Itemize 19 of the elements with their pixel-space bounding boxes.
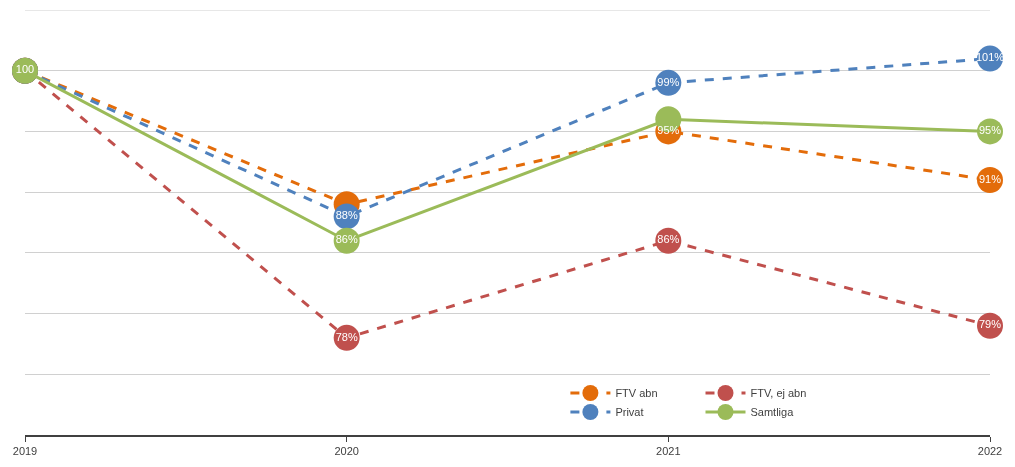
legend-label: FTV, ej abn	[750, 387, 807, 400]
data-label: 78%	[335, 330, 358, 343]
data-label: 95%	[657, 124, 680, 137]
x-tick-label: 2021	[656, 444, 681, 457]
data-label: 100	[15, 63, 35, 76]
data-label: 99%	[657, 75, 680, 88]
data-label: 101%	[975, 51, 1005, 64]
data-label: 91%	[978, 172, 1002, 185]
data-label: 86%	[657, 233, 680, 246]
x-tick-label: 2022	[977, 444, 1003, 457]
x-tick-label: 2019	[12, 444, 38, 457]
legend-label: FTV abn	[615, 387, 658, 400]
data-label: 95%	[978, 124, 1002, 137]
data-label: 86%	[335, 233, 358, 246]
data-label: 88%	[335, 209, 358, 222]
data-label: 79%	[978, 318, 1002, 331]
legend-label: Samtliga	[750, 406, 795, 419]
legend-label: Privat	[615, 406, 644, 419]
x-tick-label: 2020	[334, 444, 359, 457]
